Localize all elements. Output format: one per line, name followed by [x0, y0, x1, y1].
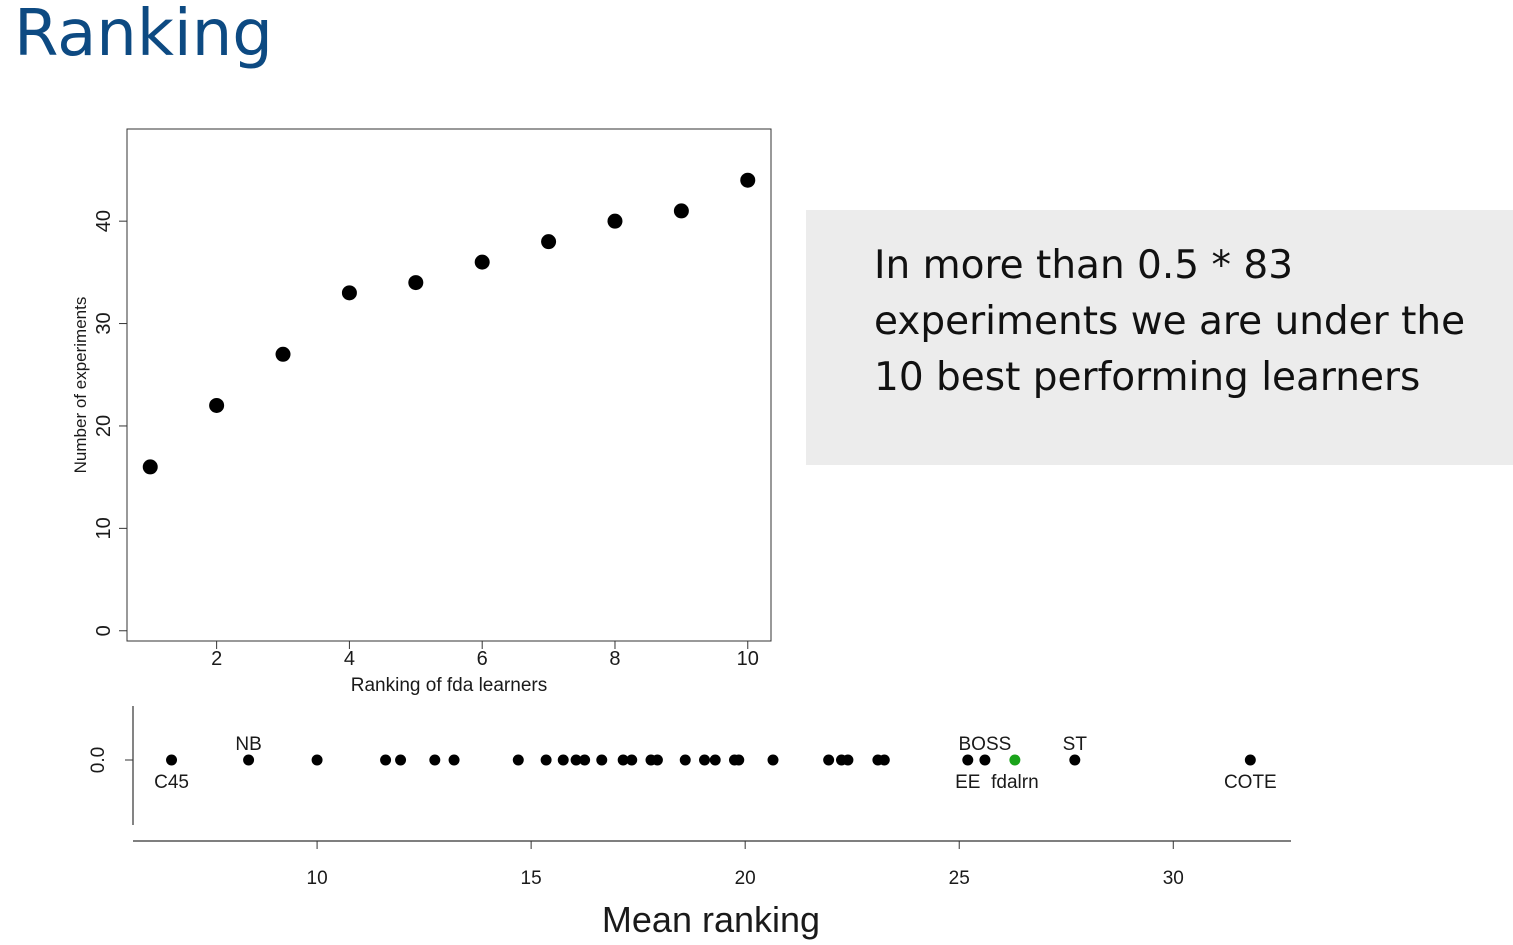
x-axis: 2 4 6 8 10	[211, 641, 759, 670]
y-tick-label: 10	[93, 517, 115, 539]
data-point	[626, 754, 638, 766]
point-label: fdalrn	[991, 772, 1039, 793]
data-point	[311, 754, 323, 766]
point-label: ST	[1063, 734, 1088, 755]
data-point	[209, 397, 225, 413]
data-point	[740, 172, 756, 188]
data-point	[962, 754, 974, 766]
plot-frame	[126, 128, 772, 642]
data-point	[1244, 754, 1256, 766]
data-point	[275, 346, 291, 362]
data-point	[596, 754, 608, 766]
slide-title: Ranking	[14, 0, 273, 71]
y-tick-label: 40	[93, 210, 115, 232]
y-tick-label: 0.0	[88, 747, 109, 773]
x-axis: 10 15 20 25 30	[307, 841, 1184, 889]
point-label: C45	[154, 772, 189, 793]
data-point	[341, 285, 357, 301]
data-points	[166, 754, 1256, 766]
data-point	[1069, 754, 1081, 766]
data-point	[878, 754, 890, 766]
data-point	[243, 754, 255, 766]
x-tick-label: 2	[211, 648, 222, 670]
data-point	[429, 754, 441, 766]
x-tick-label: 10	[307, 868, 328, 889]
y-tick-label: 0	[93, 625, 115, 636]
x-tick-label: 10	[737, 648, 759, 670]
y-tick-label: 20	[93, 415, 115, 437]
x-tick-label: 6	[477, 648, 488, 670]
x-tick-label: 15	[521, 868, 542, 889]
data-point	[408, 275, 424, 291]
data-point	[474, 254, 490, 270]
data-point	[607, 213, 623, 229]
data-point	[679, 754, 691, 766]
data-point	[733, 754, 745, 766]
highlight-point	[1009, 754, 1021, 766]
data-point	[979, 754, 991, 766]
data-point	[842, 754, 854, 766]
data-point	[557, 754, 569, 766]
callout-text: In more than 0.5 * 83 experiments we are…	[874, 243, 1466, 400]
data-point	[709, 754, 721, 766]
x-tick-label: 4	[344, 648, 355, 670]
x-tick-label: 20	[735, 868, 756, 889]
data-point	[448, 754, 460, 766]
point-label: NB	[235, 734, 261, 755]
y-tick-label: 30	[93, 312, 115, 334]
data-point	[579, 754, 591, 766]
data-point	[512, 754, 524, 766]
data-point	[142, 459, 158, 475]
mean-ranking-chart: 0.0 10 15 20 25 30 C45 NB BOSS EE fdalrn ST COTE M…	[88, 706, 1291, 940]
point-label: BOSS	[959, 734, 1012, 755]
data-point	[166, 754, 178, 766]
x-axis-label: Mean ranking	[602, 899, 820, 940]
point-label: COTE	[1224, 772, 1277, 793]
data-point	[617, 754, 629, 766]
data-point	[651, 754, 663, 766]
y-axis: 0.0	[88, 747, 133, 773]
y-axis: 0 10 20 30 40	[93, 210, 127, 636]
data-point	[570, 754, 582, 766]
data-points	[142, 172, 756, 475]
data-point	[823, 754, 835, 766]
data-point	[540, 754, 552, 766]
callout-box: In more than 0.5 * 83 experiments we are…	[806, 210, 1513, 465]
data-point	[395, 754, 407, 766]
x-tick-label: 30	[1163, 868, 1184, 889]
ranking-scatter-chart: 2 4 6 8 10 0 10 20 30 40 Ranking of fda learners…	[71, 128, 772, 696]
data-point	[380, 754, 392, 766]
data-point	[767, 754, 779, 766]
x-tick-label: 25	[949, 868, 970, 889]
data-point	[699, 754, 711, 766]
point-labels: C45 NB BOSS EE fdalrn ST COTE	[154, 734, 1277, 793]
data-point	[673, 203, 689, 219]
data-point	[541, 234, 557, 250]
x-axis-label: Ranking of fda learners	[351, 675, 547, 696]
x-tick-label: 8	[609, 648, 620, 670]
point-label: EE	[955, 772, 980, 793]
y-axis-label: Number of experiments	[71, 297, 90, 474]
